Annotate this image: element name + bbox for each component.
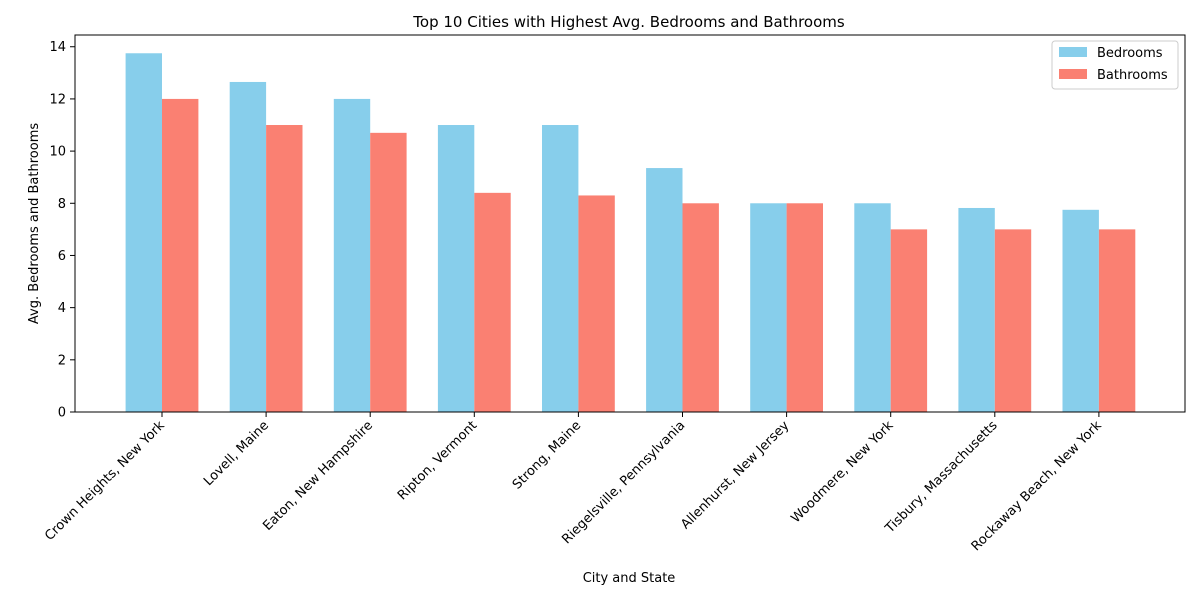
bar-bathrooms: [682, 203, 719, 412]
bar-bathrooms: [370, 132, 407, 412]
bar-bathrooms: [266, 125, 303, 413]
legend-swatch-bathrooms: [1059, 69, 1087, 79]
legend-swatch-bedrooms: [1059, 47, 1087, 57]
bar-bedrooms: [958, 207, 995, 412]
bars-group: [125, 53, 1136, 413]
bar-bathrooms: [578, 195, 615, 412]
chart-title: Top 10 Cities with Highest Avg. Bedrooms…: [412, 13, 845, 31]
bar-bedrooms: [854, 203, 891, 412]
y-tick-label: 8: [58, 197, 66, 212]
y-tick-label: 12: [49, 92, 66, 107]
y-axis-label: Avg. Bedrooms and Bathrooms: [27, 123, 42, 324]
bar-bedrooms: [542, 125, 579, 413]
bar-bathrooms: [994, 229, 1032, 412]
bar-bathrooms: [1098, 229, 1136, 412]
bar-bedrooms: [229, 81, 267, 412]
y-tick-label: 14: [49, 40, 66, 55]
bar-bedrooms: [1062, 209, 1099, 412]
y-tick-label: 6: [58, 249, 66, 264]
bar-bedrooms: [750, 203, 787, 412]
y-tick-label: 0: [58, 406, 66, 421]
bar-bedrooms: [125, 53, 162, 413]
bar-bedrooms: [437, 125, 475, 413]
bar-bathrooms: [474, 192, 511, 412]
bar-bathrooms: [890, 229, 928, 412]
bar-bedrooms: [333, 98, 371, 413]
legend: Bedrooms Bathrooms: [1051, 40, 1179, 90]
bar-bedrooms: [646, 168, 683, 412]
legend-label-bedrooms: Bedrooms: [1097, 46, 1163, 61]
y-tick-label: 10: [49, 145, 66, 160]
plot-frame: [74, 34, 1186, 413]
y-tick-label: 4: [58, 301, 66, 316]
legend-label-bathrooms: Bathrooms: [1097, 68, 1168, 83]
bar-bathrooms: [786, 203, 823, 412]
x-axis-label: City and State: [583, 571, 676, 586]
y-tick-label: 2: [58, 353, 66, 368]
bar-bathrooms: [162, 98, 199, 413]
y-axis: 0 2 4 6 8 10 12 14: [49, 40, 75, 421]
